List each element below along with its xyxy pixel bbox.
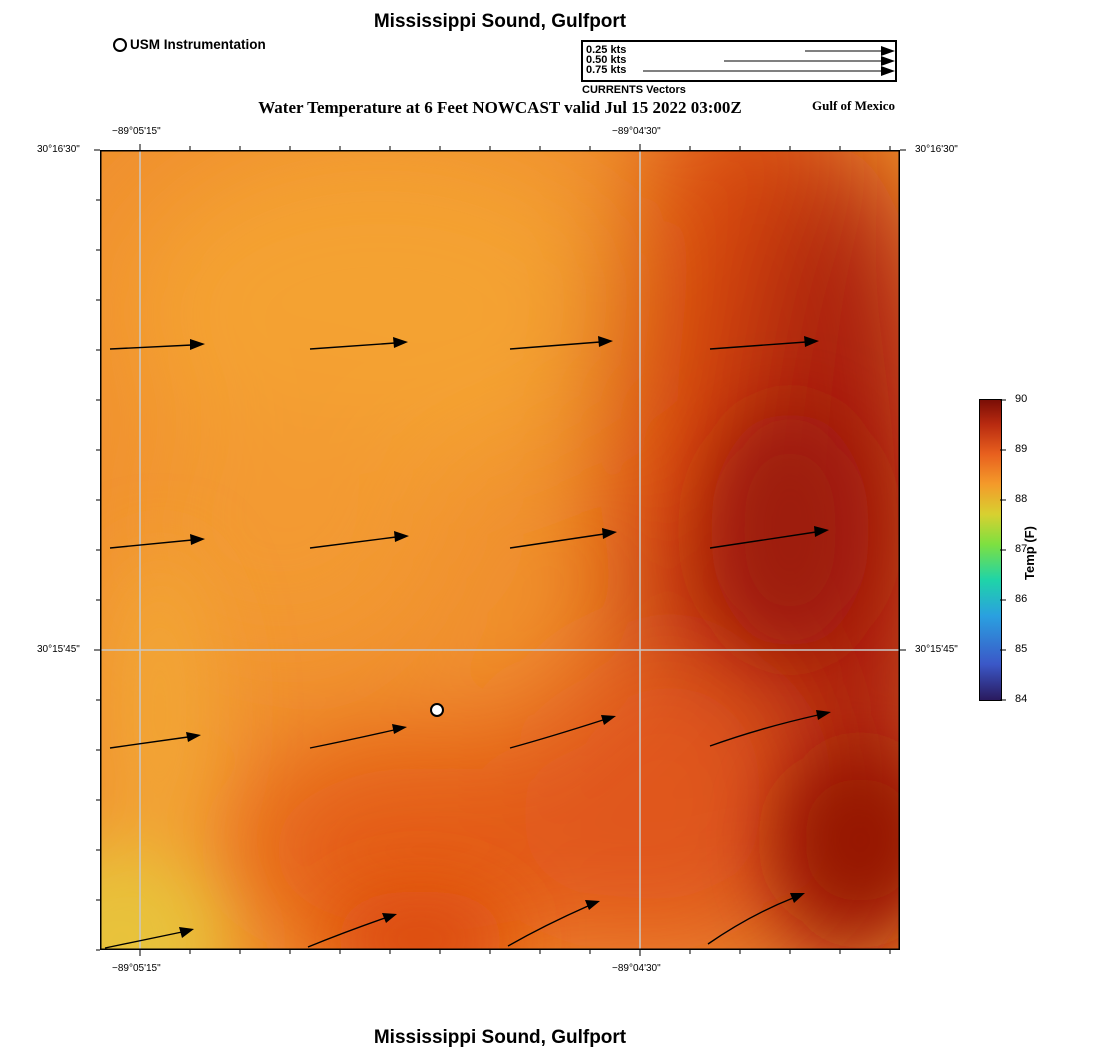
footer-title: Mississippi Sound, Gulfport xyxy=(373,1027,627,1048)
instrument-station-marker xyxy=(430,703,444,717)
top-tick-label: −89°04'30" xyxy=(612,126,661,137)
left-tick-label: 30°15'45" xyxy=(37,644,80,655)
right-tick-label: 30°15'45" xyxy=(915,644,958,655)
bottom-tick-label: −89°04'30" xyxy=(612,963,661,974)
temperature-colorbar xyxy=(979,399,1002,701)
colorbar-tick-label: 88 xyxy=(1015,493,1028,505)
colorbar-title: Temp (F) xyxy=(1022,526,1037,580)
temperature-field xyxy=(10,70,950,1040)
left-tick-label: 30°16'30" xyxy=(37,144,80,155)
region-label: Gulf of Mexico xyxy=(812,98,896,113)
right-tick-label: 30°16'30" xyxy=(915,144,958,155)
instrument-marker-icon xyxy=(113,37,127,52)
instrument-legend: USM Instrumentation xyxy=(113,37,266,52)
top-tick-label: −89°05'15" xyxy=(112,126,161,137)
vector-legend-entry: 0.50 kts xyxy=(586,54,627,66)
colorbar-tick-label: 89 xyxy=(1015,443,1028,455)
vector-legend: 0.25 kts 0.50 kts 0.75 kts xyxy=(581,40,897,82)
vector-legend-caption: CURRENTS Vectors xyxy=(582,84,686,96)
vector-legend-arrows xyxy=(643,46,895,76)
temperature-map xyxy=(10,70,950,1040)
map-subtitle: Water Temperature at 6 Feet NOWCAST vali… xyxy=(258,98,742,117)
map-title: Mississippi Sound, Gulfport xyxy=(373,11,627,32)
vector-legend-entry: 0.25 kts xyxy=(586,44,627,56)
colorbar-tick-label: 87 xyxy=(1015,543,1028,555)
colorbar-ticks xyxy=(1000,399,1006,701)
vector-legend-entry: 0.75 kts xyxy=(586,64,627,76)
colorbar-tick-label: 86 xyxy=(1015,593,1028,605)
current-vectors xyxy=(104,341,819,949)
bottom-tick-label: −89°05'15" xyxy=(112,963,161,974)
colorbar-tick-label: 84 xyxy=(1015,693,1028,705)
colorbar-tick-label: 85 xyxy=(1015,643,1028,655)
colorbar-tick-label: 90 xyxy=(1015,393,1028,405)
instrument-legend-label: USM Instrumentation xyxy=(130,37,266,52)
